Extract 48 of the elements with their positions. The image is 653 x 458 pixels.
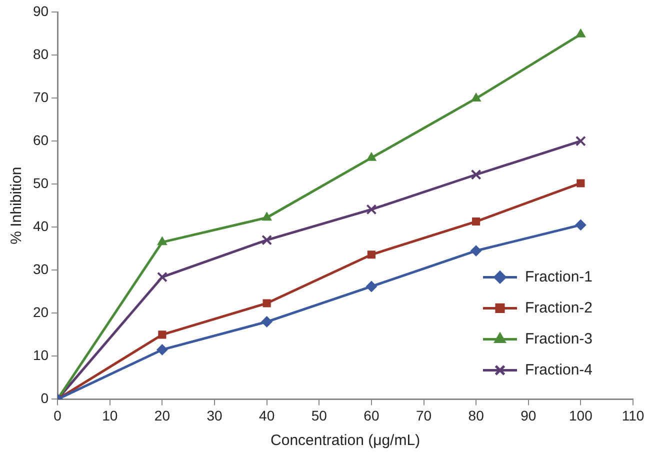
x-tick-label: 0 — [54, 407, 62, 424]
point — [158, 330, 166, 339]
point — [262, 234, 272, 246]
point — [157, 236, 168, 246]
x-tick-label: 90 — [520, 407, 536, 424]
x-tick-label: 80 — [468, 407, 484, 424]
y-tick-label: 90 — [32, 2, 49, 19]
x-tick-label: 60 — [364, 407, 380, 424]
x-tick-label: 70 — [416, 407, 432, 424]
point — [366, 152, 376, 161]
legend-label: Fraction-1 — [525, 268, 593, 286]
y-tick-label: 50 — [32, 174, 49, 191]
point — [470, 169, 482, 180]
point — [472, 217, 480, 226]
point — [367, 250, 376, 259]
y-tick-label: 60 — [32, 132, 49, 148]
y-tick-label: 0 — [40, 390, 49, 406]
x-tick-label: 100 — [569, 407, 593, 424]
point — [575, 219, 586, 230]
point — [262, 299, 271, 308]
y-tick-label: 30 — [32, 260, 49, 277]
point — [366, 204, 377, 215]
y-tick-label: 80 — [32, 46, 49, 62]
point — [575, 136, 586, 146]
point — [262, 212, 272, 221]
point — [470, 245, 482, 256]
y-tick-label: 20 — [32, 304, 49, 320]
point — [366, 280, 377, 292]
x-tick-label: 30 — [206, 407, 223, 424]
point — [261, 316, 272, 328]
x-tick-label: 10 — [102, 407, 118, 424]
y-tick-label: 10 — [32, 347, 49, 364]
point — [156, 344, 168, 356]
point — [576, 179, 585, 188]
x-tick-label: 40 — [259, 407, 275, 424]
point — [156, 272, 168, 282]
x-tick-label: 110 — [622, 407, 644, 424]
legend-label: Fraction-4 — [525, 361, 593, 378]
legend-label: Fraction-3 — [525, 330, 593, 348]
point — [471, 92, 481, 102]
y-axis-title: % Inhibition — [8, 166, 26, 244]
x-tick-label: 20 — [154, 407, 170, 424]
y-tick-label: 70 — [32, 88, 49, 105]
x-tick-label: 50 — [311, 407, 328, 424]
legend-label: Fraction-2 — [525, 299, 593, 316]
point — [576, 28, 586, 38]
x-axis-title: Concentration (μg/mL) — [270, 432, 420, 450]
y-tick-label: 40 — [32, 218, 49, 234]
